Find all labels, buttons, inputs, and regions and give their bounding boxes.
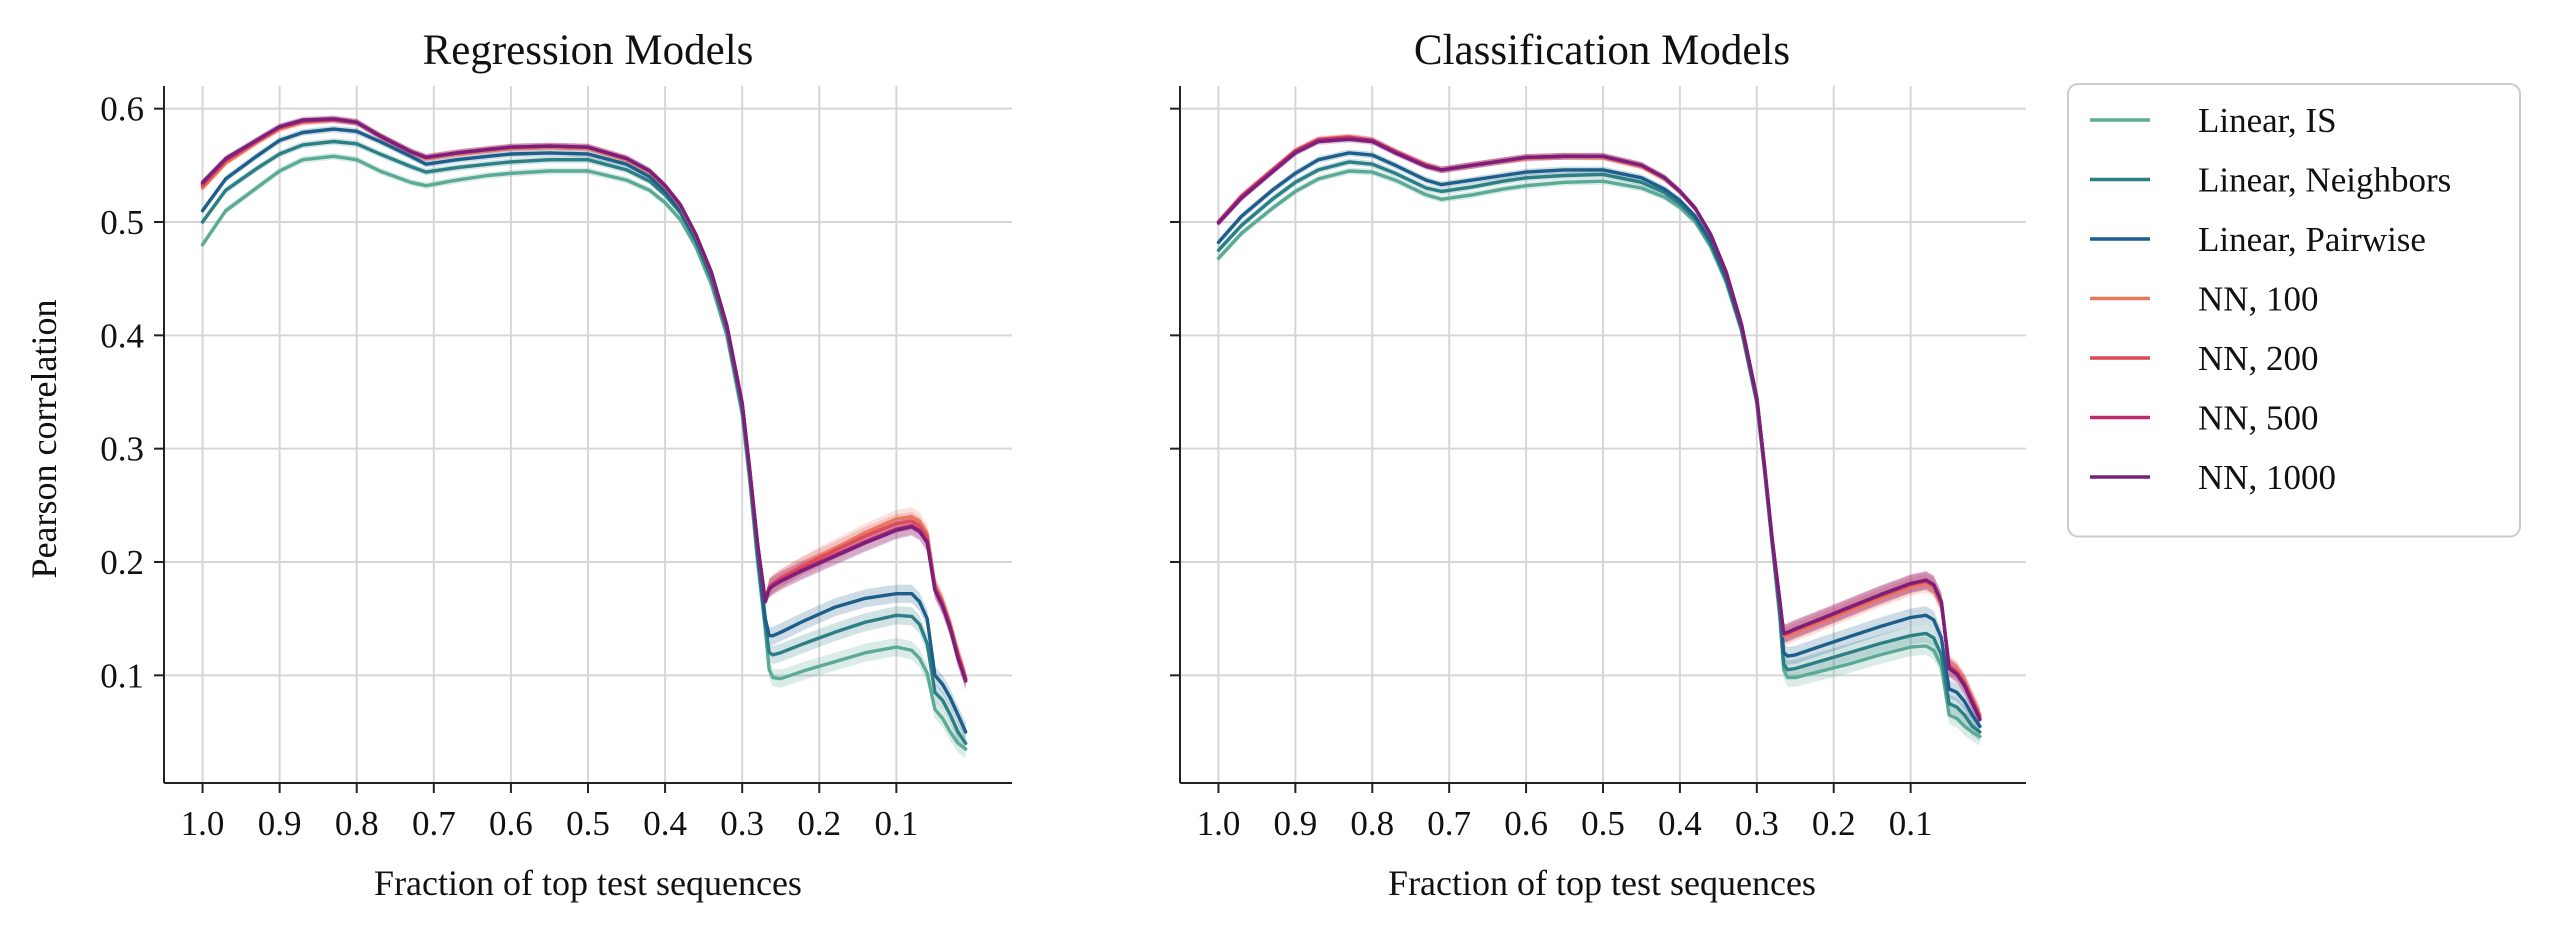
classification-x-tick-label: 0.7 — [1427, 804, 1471, 843]
classification-chart-title: Classification Models — [1414, 27, 1790, 74]
classification-x-tick-label: 1.0 — [1197, 804, 1241, 843]
classification-series-group — [1216, 133, 1982, 746]
regression-y-tick-label: 0.4 — [100, 316, 144, 355]
legend-label-0: Linear, IS — [2198, 101, 2337, 140]
regression-chart-title: Regression Models — [423, 27, 754, 74]
regression-x-axis-label: Fraction of top test sequences — [374, 863, 802, 903]
classification-x-tick-label: 0.6 — [1504, 804, 1548, 843]
regression-y-tick-label: 0.2 — [100, 543, 144, 582]
regression-grid — [164, 86, 1012, 783]
classification-series-band-1 — [1218, 158, 1980, 742]
legend: Linear, IS Linear, Neighbors Linear, Pairw… — [2067, 83, 2521, 538]
regression-x-tick-label: 0.2 — [797, 804, 841, 843]
regression-x-tick-label: 0.4 — [643, 804, 687, 843]
classification-grid — [1180, 86, 2026, 783]
legend-label-5: NN, 500 — [2198, 399, 2319, 438]
regression-x-tick-label: 0.1 — [874, 804, 918, 843]
regression-series-band-0 — [202, 152, 966, 759]
legend-label-2: Linear, Pairwise — [2198, 220, 2426, 259]
legend-box — [2067, 83, 2521, 538]
regression-x-tick-label: 0.9 — [258, 804, 302, 843]
legend-label-4: NN, 200 — [2198, 339, 2319, 378]
regression-x-tick-label: 0.7 — [412, 804, 456, 843]
regression-y-tick-label: 0.6 — [100, 90, 144, 129]
classification-x-tick-label: 0.8 — [1350, 804, 1394, 843]
classification-series-line-1 — [1216, 160, 1982, 734]
regression-y-tick-label: 0.3 — [100, 430, 144, 469]
regression-series-line-6 — [200, 117, 968, 683]
legend-label-3: NN, 100 — [2198, 280, 2319, 319]
regression-panel: Regression Models Fraction of top test s… — [24, 27, 1012, 903]
classification-x-tick-label: 0.9 — [1273, 804, 1317, 843]
classification-x-tick-label: 0.5 — [1581, 804, 1625, 843]
regression-x-tick-label: 0.8 — [335, 804, 379, 843]
classification-x-tick-label: 0.1 — [1889, 804, 1933, 843]
classification-x-tick-label: 0.3 — [1735, 804, 1779, 843]
classification-x-tick-label: 0.4 — [1658, 804, 1702, 843]
classification-x-tick-label: 0.2 — [1812, 804, 1856, 843]
classification-series-line-6 — [1216, 137, 1982, 722]
legend-label-1: Linear, Neighbors — [2198, 161, 2451, 200]
regression-x-tick-label: 0.5 — [566, 804, 610, 843]
regression-series-line-2 — [200, 127, 968, 734]
regression-y-tick-label: 0.1 — [100, 656, 144, 695]
classification-x-axis-label: Fraction of top test sequences — [1388, 863, 1816, 903]
classification-panel: Classification Models Fraction of top te… — [1170, 27, 2026, 903]
regression-x-tick-label: 0.6 — [489, 804, 533, 843]
regression-x-tick-label: 0.3 — [720, 804, 764, 843]
legend-label-6: NN, 1000 — [2198, 458, 2336, 497]
y-axis-label: Pearson correlation — [24, 300, 64, 579]
regression-x-tick-label: 1.0 — [181, 804, 225, 843]
regression-series-group — [200, 115, 968, 759]
regression-y-tick-label: 0.5 — [100, 203, 144, 242]
